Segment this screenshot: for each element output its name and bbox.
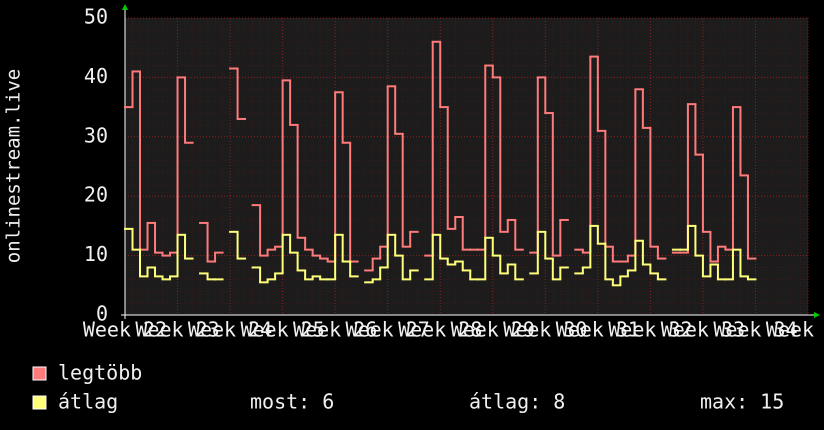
x-tick-label: Week 30 [503,318,587,342]
y-tick-label: 30 [84,123,108,147]
legend-label: átlag [58,390,118,414]
x-tick-label: Week 27 [346,318,430,342]
axis-arrow [814,312,820,318]
x-tick-label: Week 23 [135,318,219,342]
y-tick-label: 0 [96,302,108,326]
y-tick-label: 20 [84,183,108,207]
x-tick-label: Week 24 [188,318,272,342]
x-tick-label: Week 26 [293,318,377,342]
legend-swatch [32,366,47,381]
x-tick-label: Week 25 [240,318,324,342]
y-tick-label: 50 [84,5,108,29]
x-tick-label: Week 35 [766,318,824,342]
stat-label: max: [700,390,748,414]
y-tick-label: 40 [84,64,108,88]
stat-value: 8 [553,390,565,414]
y-tick-label: 10 [84,242,108,266]
legend-swatch [32,395,47,410]
x-tick-label: Week 29 [451,318,535,342]
plot-area [125,18,808,315]
x-tick-label: Week 32 [608,318,692,342]
stat-label: átlag: [469,390,541,414]
stat-value: 6 [322,390,334,414]
x-tick-label: Week 34 [713,318,797,342]
stat-label: most: [250,390,310,414]
y-axis-label: onlinestream.live [3,69,25,263]
x-tick-label: Week 22 [83,318,167,342]
x-tick-label: Week 31 [556,318,640,342]
x-tick-label: Week 33 [661,318,745,342]
stat-value: 15 [760,390,784,414]
axis-arrow [122,4,128,10]
legend-label: legtöbb [58,361,142,385]
x-tick-label: Week 28 [398,318,482,342]
